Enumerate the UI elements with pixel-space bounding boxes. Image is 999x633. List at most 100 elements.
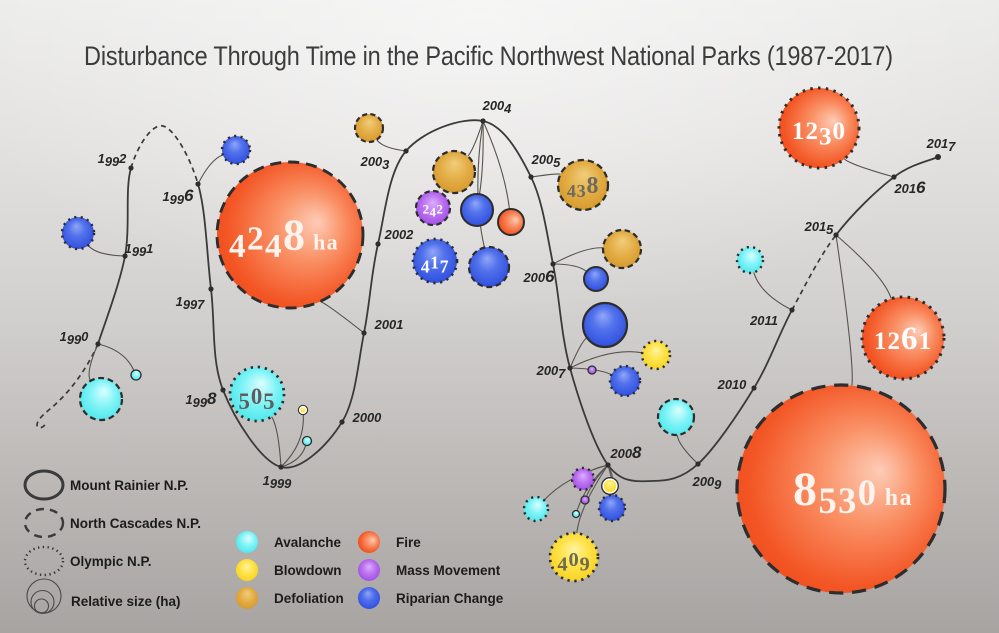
- year-node-1997: [208, 286, 214, 292]
- connector-fire2004: [482, 120, 511, 210]
- bubble-label-fire2001: 4248 ha: [229, 211, 339, 266]
- bubble-df2006: [601, 228, 643, 270]
- bubble-mm2004: [414, 189, 452, 227]
- timeline-gap-dashed: [130, 125, 837, 311]
- connector-rp2004c: [477, 120, 485, 248]
- year-label-2005: 2005: [531, 152, 562, 170]
- connector-rp1996: [197, 154, 224, 185]
- bubble-rp1996: [220, 134, 252, 166]
- year-node-2011: [789, 307, 795, 313]
- year-label-2000: 2000: [352, 410, 383, 425]
- type-legend-item-defoliation: Defoliation: [236, 587, 344, 609]
- connector-df2004: [467, 120, 484, 157]
- year-node-2001: [361, 330, 367, 336]
- park-legend: Mount Rainier N.P. North Cascades N.P. Oly…: [23, 469, 201, 615]
- park-legend-item-dotted: Olympic N.P.: [23, 545, 152, 577]
- year-label-1991: 1991: [125, 241, 154, 259]
- connector-rp2006: [552, 263, 587, 272]
- connector-av2011: [753, 272, 793, 311]
- year-label-2015: 2015: [804, 219, 835, 237]
- bubble-rp2004c: [467, 245, 511, 289]
- connector-av1990: [88, 343, 99, 382]
- year-label-2004: 2004: [482, 98, 512, 116]
- bubble-bd2008b: [548, 531, 600, 583]
- bubble-df2005: [556, 158, 610, 212]
- connector-fire2015b: [835, 234, 853, 386]
- bubble-ring-bd2008: [602, 478, 618, 494]
- bubble-av2008: [522, 495, 550, 523]
- connector-av2008: [543, 464, 609, 501]
- mass_movement-swatch-icon: [358, 559, 380, 581]
- type-legend-label: Fire: [396, 535, 421, 550]
- year-node-1990: [95, 341, 101, 347]
- type-legend-item-blowdown: Blowdown: [236, 559, 342, 581]
- year-label-1990: 1990: [60, 329, 90, 347]
- year-label-2008: 2008: [610, 443, 643, 462]
- bubble-rp2006: [583, 266, 609, 292]
- bubble-rp2007b: [608, 364, 642, 398]
- year-label-2011: 2011: [749, 313, 778, 328]
- bubble-mm2008a: [570, 466, 596, 492]
- blowdown-swatch-icon: [236, 559, 258, 581]
- year-label-1999: 1999: [263, 473, 293, 491]
- park-legend-label: Relative size (ha): [71, 594, 181, 609]
- park-legend-label: North Cascades N.P.: [70, 516, 201, 531]
- year-label-2009: 2009: [692, 474, 723, 492]
- year-node-2009: [695, 461, 701, 467]
- year-label-2017: 2017: [926, 136, 957, 154]
- connector-av1999s: [280, 445, 307, 468]
- timeline-tail-dashed: [36, 343, 99, 429]
- bubble-av2011: [735, 245, 765, 275]
- connector-av1999: [271, 416, 282, 468]
- dashed-ellipse-icon: [23, 507, 65, 539]
- defoliation-swatch-icon: [236, 587, 258, 609]
- park-legend-item-dashed: North Cascades N.P.: [23, 507, 201, 539]
- bubble-label-av1999: 505: [239, 384, 276, 414]
- bubble-av2008s: [571, 509, 581, 519]
- connector-df2003: [376, 139, 407, 152]
- bubble-label-fire2015a: 1261: [874, 321, 932, 357]
- bubble-fire2016: [777, 86, 861, 170]
- type-legend-label: Riparian Change: [396, 591, 504, 606]
- year-label-2006: 2006: [523, 267, 556, 286]
- connector-fire2016: [844, 158, 895, 178]
- type-legend-label: Blowdown: [274, 563, 342, 578]
- fire-swatch-icon: [358, 531, 380, 553]
- bubble-label-df2005: 438: [567, 173, 599, 201]
- bubble-rp1991: [60, 215, 96, 251]
- type-legend-item-avalanche: Avalanche: [236, 531, 342, 553]
- bubble-fire2004: [497, 208, 525, 236]
- bubble-label-bd2008b: 409: [557, 549, 590, 576]
- bubble-df2003: [353, 112, 385, 144]
- type-legend-label: Defoliation: [274, 591, 344, 606]
- bubble-av1999: [228, 365, 286, 423]
- bubble-fire2015a: [860, 295, 946, 381]
- year-node-1991: [122, 253, 128, 259]
- bubble-mm2007: [587, 365, 597, 375]
- year-label-2010: 2010: [717, 377, 748, 392]
- type-legend: Avalanche Blowdown Defoliation Fire Mass Mov…: [236, 531, 504, 609]
- year-node-2008: [605, 462, 611, 468]
- year-node-2000: [339, 419, 345, 425]
- year-label-1997: 1997: [176, 294, 206, 312]
- park-legend-label: Mount Rainier N.P.: [70, 478, 188, 493]
- bubble-df2004: [431, 149, 477, 195]
- year-label-1992: 1992: [98, 151, 128, 169]
- connector-rp2007a: [569, 337, 588, 369]
- bubble-av2009: [656, 397, 696, 437]
- year-node-1999: [278, 464, 284, 470]
- type-legend-label: Avalanche: [274, 535, 342, 550]
- bubble-label-rp2004b: 417: [421, 253, 449, 277]
- year-node-1998: [220, 387, 226, 393]
- year-node-2005: [528, 174, 534, 180]
- park-legend-item-nested: Relative size (ha): [26, 578, 181, 615]
- avalanche-swatch-icon: [236, 531, 258, 553]
- year-node-2015: [833, 232, 839, 238]
- year-node-2010: [751, 385, 757, 391]
- connector-rp1991: [87, 245, 126, 257]
- connector-fire2015a: [835, 234, 892, 299]
- year-node-2007: [567, 365, 573, 371]
- year-label-2001: 2001: [374, 317, 404, 332]
- relative-size-icon: [33, 598, 50, 614]
- type-legend-item-riparian: Riparian Change: [358, 587, 504, 609]
